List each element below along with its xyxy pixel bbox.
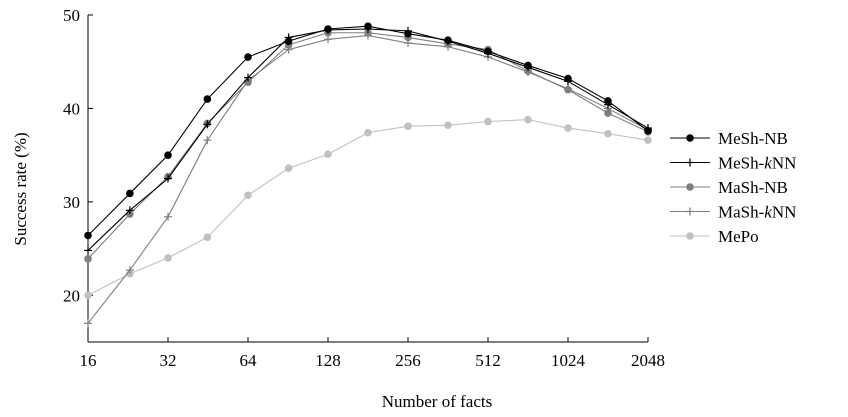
data-point [84,231,92,240]
data-point [604,97,612,105]
legend-label: MeSh-NB [718,129,788,148]
data-point [564,85,572,94]
legend-label: MeSh-kNN [718,154,796,173]
x-tick-label: 16 [80,351,97,370]
data-point [164,212,172,221]
data-point [84,319,92,328]
data-point [524,61,532,70]
plot-area [84,22,652,328]
data-point [203,95,212,103]
y-tick-label: 40 [63,99,80,118]
data-point [164,151,172,159]
x-tick-label: 32 [160,351,177,370]
data-point [203,120,212,129]
data-point [364,22,372,31]
x-tick-label: 512 [475,351,501,370]
data-point [444,121,452,130]
legend-item: MePo [670,227,759,246]
data-point [284,164,293,173]
data-point [564,74,572,83]
series-mash-nb [84,28,652,263]
data-point [484,47,492,56]
legend-item: MeSh-kNN [670,154,796,173]
series-line [87,119,649,296]
series-line [87,34,649,324]
data-point [564,124,572,132]
data-point [164,254,172,262]
legend-marker [686,232,694,240]
x-tick-label: 64 [240,351,258,370]
data-point [126,189,134,198]
data-point [284,37,293,45]
y-tick-label: 20 [63,286,80,305]
data-point [484,117,492,126]
legend-label: MePo [718,227,759,246]
legend-marker [686,183,694,191]
x-tick-label: 128 [315,351,341,370]
data-point [244,53,252,61]
data-point [203,136,212,145]
legend-item: MeSh-NB [670,129,788,148]
data-point [524,115,532,124]
data-point [404,122,412,130]
y-axis-label: Success rate (%) [11,132,30,245]
data-point [324,150,332,159]
data-point [84,291,92,300]
series-mesh-nb [84,22,652,240]
x-tick-label: 2048 [631,351,665,370]
data-point [324,25,332,33]
data-point [125,266,134,275]
data-point [84,246,92,255]
legend-item: MaSh-NB [670,178,788,197]
data-point [84,255,92,263]
x-axis-label: Number of facts [382,392,492,411]
axes: 16 32 64 128 256 512 1024 2048 20 30 40 50 [63,6,665,370]
data-point [644,136,652,144]
data-point [324,35,332,44]
y-tick-label: 50 [63,6,80,25]
legend: MeSh-NB MeSh-kNN MaSh-NB MaSh-kNN MePo [670,129,796,246]
data-point [244,191,252,200]
legend-marker [686,158,694,167]
series-mepo [84,115,652,300]
legend-label: MaSh-NB [718,178,788,197]
data-point [364,128,372,137]
data-point [203,233,212,242]
legend-item: MaSh-kNN [670,203,796,222]
legend-label: MaSh-kNN [718,203,796,222]
data-point [444,36,452,45]
data-point [164,174,172,183]
legend-marker [686,207,694,216]
data-point [125,206,134,215]
data-point [244,73,252,82]
data-point [604,129,612,138]
data-point [404,29,412,38]
x-tick-label: 256 [395,351,421,370]
legend-marker [686,134,694,142]
x-tick-label: 1024 [551,351,586,370]
data-point [604,109,612,117]
series-mesh-knn [84,25,652,255]
series-line [87,32,649,260]
y-tick-label: 30 [63,193,80,212]
data-point [644,127,652,135]
